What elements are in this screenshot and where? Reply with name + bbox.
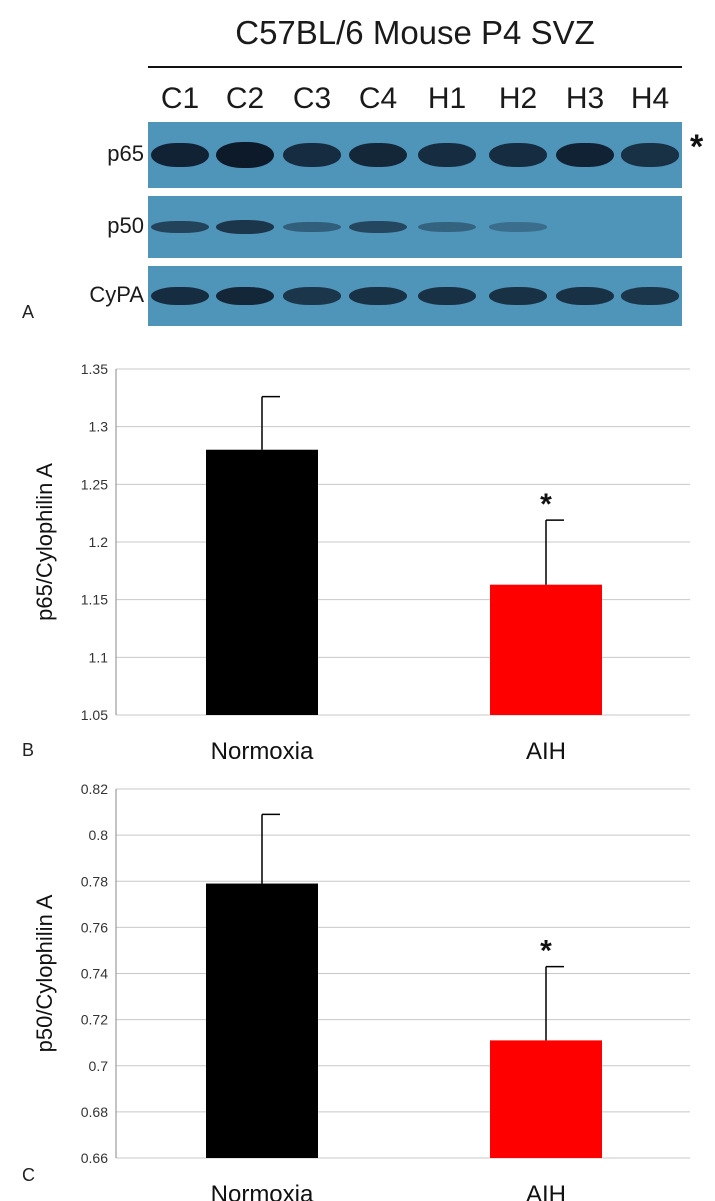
panel-letter-c: C xyxy=(22,1165,35,1185)
band-cypa-c4 xyxy=(349,287,407,305)
y-tick-label: 0.78 xyxy=(81,873,108,889)
y-tick-label: 0.76 xyxy=(81,919,108,935)
y-tick-label: 0.8 xyxy=(89,827,109,843)
bar-normoxia xyxy=(206,883,318,1158)
panel-letter-a: A xyxy=(22,302,35,322)
lane-label-h1: H1 xyxy=(427,82,467,115)
y-tick-label: 1.25 xyxy=(81,476,108,492)
blot-row-label-p50: p50 xyxy=(107,213,144,238)
blot-row-label-p65: p65 xyxy=(107,141,144,166)
bar-aih xyxy=(490,1040,602,1158)
y-axis-label: p50/Cylophilin A xyxy=(32,894,57,1052)
blot-panel-cypa xyxy=(148,266,682,326)
y-tick-label: 0.7 xyxy=(89,1058,109,1074)
y-tick-label: 1.05 xyxy=(81,707,108,723)
significance-asterisk: * xyxy=(540,935,552,968)
band-cypa-c2 xyxy=(216,286,274,306)
y-tick-label: 0.82 xyxy=(81,781,108,797)
category-label-normoxia: Normoxia xyxy=(211,1181,314,1201)
band-cypa-h1 xyxy=(418,287,476,305)
band-p65-c2 xyxy=(216,142,274,168)
blot-panel-p50 xyxy=(148,196,682,258)
band-cypa-c1 xyxy=(151,286,209,306)
lane-label-c2: C2 xyxy=(225,82,265,115)
chart-b-p65: 1.05 1.1 1.15 1.2 1.25 1.3 1.35 p65/Cylophilin … xyxy=(32,361,690,765)
panel-letter-b: B xyxy=(22,740,35,760)
y-tick-label: 0.68 xyxy=(81,1104,108,1120)
band-p65-h1 xyxy=(418,143,476,167)
band-p65-c3 xyxy=(283,143,341,167)
blot-row-label-cypa: CyPA xyxy=(89,282,144,307)
band-p50-h2 xyxy=(489,222,547,232)
y-tick-label: 1.35 xyxy=(81,361,108,377)
band-p50-h1 xyxy=(418,221,476,233)
y-tick-label: 1.2 xyxy=(89,534,109,550)
category-label-aih: AIH xyxy=(526,738,566,765)
blot-title: C57BL/6 Mouse P4 SVZ xyxy=(235,14,595,51)
y-tick-label: 0.74 xyxy=(81,966,108,982)
band-p50-c4 xyxy=(349,220,407,234)
chart-c-p50: 0.66 0.68 0.7 0.72 0.74 0.76 0.78 0.8 0.82 p50/Cy… xyxy=(32,781,690,1201)
band-p50-c1 xyxy=(151,220,209,234)
lane-label-c3: C3 xyxy=(292,82,332,115)
y-axis-label: p65/Cylophilin A xyxy=(32,463,57,621)
title-rule xyxy=(148,66,682,68)
band-p65-h2 xyxy=(489,143,547,167)
category-label-aih: AIH xyxy=(526,1181,566,1201)
band-cypa-h4 xyxy=(621,287,679,305)
bar-aih xyxy=(490,584,602,715)
lane-label-c1: C1 xyxy=(160,82,200,115)
band-cypa-h2 xyxy=(489,287,547,305)
y-tick-label: 1.15 xyxy=(81,592,108,608)
y-tick-label: 1.3 xyxy=(89,419,109,435)
y-tick-label: 1.1 xyxy=(89,649,109,665)
lane-label-h3: H3 xyxy=(565,82,605,115)
lane-label-c4: C4 xyxy=(358,82,398,115)
lane-label-h2: H2 xyxy=(498,82,538,115)
lane-label-h4: H4 xyxy=(630,82,670,115)
blot-panel-p65 xyxy=(148,122,682,188)
bar-normoxia xyxy=(206,449,318,715)
band-p65-c4 xyxy=(349,142,407,168)
band-p65-c1 xyxy=(151,142,209,168)
significance-asterisk: * xyxy=(540,488,552,521)
band-p65-h4 xyxy=(621,143,679,167)
band-cypa-c3 xyxy=(283,287,341,305)
band-p50-c3 xyxy=(283,221,341,233)
band-p65-h3 xyxy=(556,142,614,168)
p65-marker-asterisk: * xyxy=(690,128,704,166)
category-label-normoxia: Normoxia xyxy=(211,738,314,765)
y-tick-label: 0.72 xyxy=(81,1012,108,1028)
band-p50-c2 xyxy=(216,220,274,234)
y-tick-label: 0.66 xyxy=(81,1150,108,1166)
band-cypa-h3 xyxy=(556,287,614,305)
